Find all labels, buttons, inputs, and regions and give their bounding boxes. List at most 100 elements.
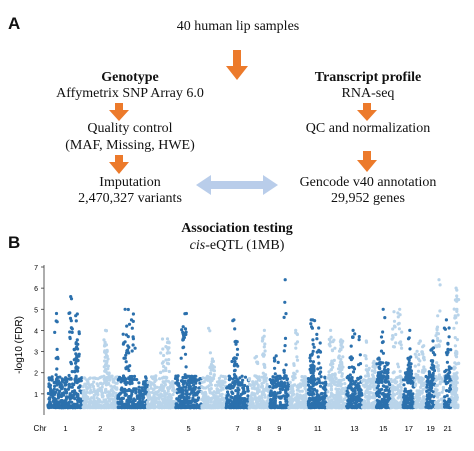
data-point [317,403,321,407]
data-point [254,354,259,359]
data-point [335,390,339,394]
data-point [386,395,390,399]
data-point [105,348,109,352]
data-point [345,392,349,396]
data-point [433,387,437,391]
data-point [335,401,339,405]
data-point [190,380,194,384]
data-point [316,355,320,359]
data-point [143,391,147,395]
data-point [214,404,218,408]
data-point [93,376,97,380]
data-point [207,326,211,330]
data-point [432,369,437,373]
data-point [167,358,171,362]
data-point [195,393,199,397]
data-point [278,400,282,405]
data-point [131,319,135,323]
data-point [312,388,316,392]
data-point [110,402,114,406]
data-point [391,384,395,388]
data-point [59,405,63,410]
data-point [71,382,75,386]
data-point [338,339,342,344]
data-point [375,406,379,410]
data-point [290,405,294,409]
data-point [257,405,261,409]
data-point [366,372,370,376]
data-point [124,393,128,397]
data-point [375,390,379,394]
down-arrow-samples [226,50,248,80]
transcript-title: Transcript profile [314,70,422,85]
data-point [445,389,449,393]
data-point [234,406,238,410]
data-point [75,354,79,358]
data-point [323,406,327,410]
data-point [446,342,450,346]
data-point [329,391,333,395]
data-point [171,386,175,390]
data-point [74,319,78,323]
data-point [348,356,352,360]
data-point [269,398,273,402]
data-point [164,368,168,373]
data-point [263,405,267,409]
data-point [190,391,194,395]
data-point [358,398,362,402]
data-point [357,363,361,367]
data-point [399,388,403,393]
data-point [289,395,293,399]
data-point [340,382,344,386]
data-point [72,358,76,362]
data-point [383,368,387,372]
data-point [361,401,365,405]
data-point [167,369,171,374]
data-point [132,387,136,391]
data-point [287,406,291,410]
data-point [152,387,156,391]
data-point [284,312,288,316]
panel-a-label: A [8,14,21,33]
data-point [225,396,229,400]
data-point [382,401,386,405]
data-point [250,397,254,401]
data-point [455,403,459,407]
data-point [233,359,237,364]
transcript-method: RNA-seq [341,86,395,101]
data-point [127,395,131,399]
data-point [315,337,319,341]
data-point [59,382,63,386]
data-point [133,398,137,403]
data-point [280,405,284,409]
data-point [436,364,440,368]
data-point [291,392,295,396]
data-point [384,361,388,365]
data-point [311,379,315,383]
data-point [309,392,313,396]
data-point [239,400,243,404]
data-point [118,392,122,396]
data-point [218,398,223,402]
data-point [116,400,120,404]
data-point [205,405,209,409]
data-point [241,378,245,382]
data-point [179,356,183,360]
data-point [323,375,327,379]
data-point [383,316,387,320]
data-point [53,392,57,396]
data-point [209,372,213,376]
data-point [312,392,316,396]
data-point [394,405,398,409]
data-point [330,381,334,385]
data-point [410,406,415,410]
data-point [452,307,456,311]
data-point [438,309,442,313]
data-point [255,388,259,392]
data-point [131,343,135,347]
data-point [223,380,227,384]
data-point [244,399,248,403]
data-point [178,390,182,394]
data-point [230,402,234,406]
data-point [350,388,355,392]
